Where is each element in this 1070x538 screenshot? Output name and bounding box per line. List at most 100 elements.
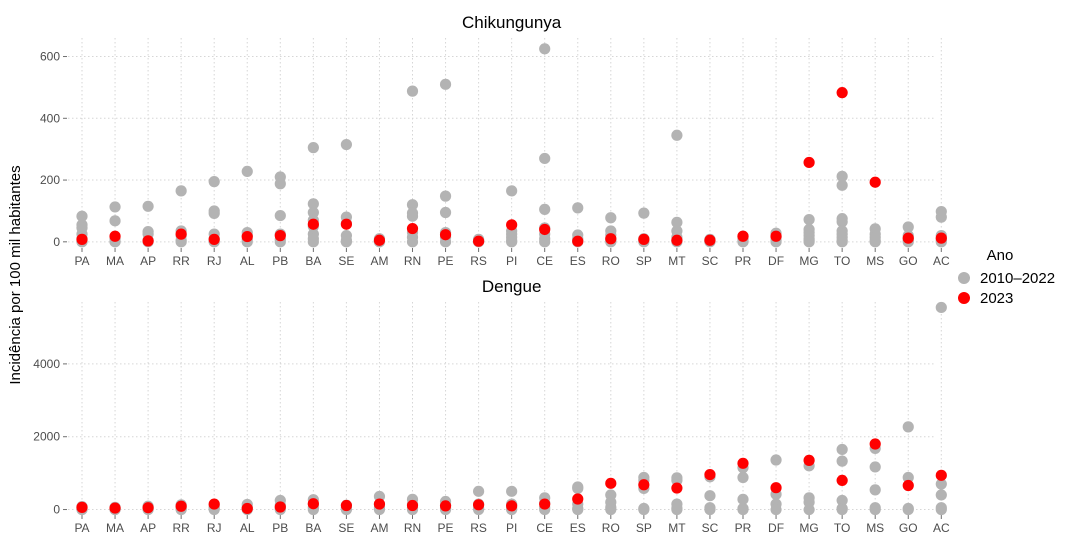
y-tick-label: 2000 (33, 430, 60, 444)
y-tick-label: 600 (40, 50, 60, 64)
data-point (572, 235, 584, 247)
data-point (506, 485, 518, 497)
data-point (539, 43, 551, 55)
data-point (175, 228, 187, 240)
data-point (274, 209, 286, 222)
legend-label-2023: 2023 (980, 290, 1013, 307)
y-tick-label: 0 (53, 503, 60, 517)
x-tick-label: RO (602, 521, 620, 535)
x-tick-label: MS (866, 254, 884, 268)
x-tick-label: PA (74, 521, 89, 535)
data-point (307, 198, 319, 210)
data-point (737, 493, 749, 505)
data-point (539, 498, 551, 510)
data-point (340, 499, 352, 512)
data-point (605, 477, 617, 489)
data-point (340, 218, 352, 230)
data-point (869, 503, 881, 516)
x-tick-label: BA (305, 521, 321, 535)
data-point (605, 233, 617, 245)
x-tick-label: RS (470, 521, 487, 535)
x-tick-label: AL (240, 521, 255, 535)
x-tick-label: PR (735, 521, 752, 535)
panels-layer: Chikungunya 0 200 400 600 PA MA AP RR RJ AL PB BA SE A… (33, 13, 950, 535)
data-point (572, 202, 584, 214)
data-point (671, 234, 683, 246)
data-point (241, 502, 253, 515)
data-point (935, 211, 947, 223)
data-point (506, 219, 518, 231)
x-tick-label: TO (834, 254, 850, 268)
data-point (902, 479, 914, 492)
data-point (836, 494, 848, 507)
x-tick-label: ES (570, 254, 586, 268)
data-point (439, 190, 452, 202)
data-point (902, 471, 914, 484)
x-tick-label: RS (470, 254, 487, 268)
x-tick-label: SE (338, 254, 354, 268)
data-point (406, 236, 419, 248)
data-point (803, 236, 815, 248)
data-point (803, 503, 815, 516)
data-point (373, 498, 386, 510)
data-point (935, 469, 947, 481)
x-tick-label: MS (866, 521, 884, 535)
x-tick-label: BA (305, 254, 321, 268)
data-point (737, 471, 749, 484)
x-tick-label: MA (106, 521, 124, 535)
x-tick-label: MA (106, 254, 124, 268)
data-point (836, 236, 848, 248)
x-tick-label: MT (668, 521, 686, 535)
data-point (439, 206, 452, 219)
panel-dengue: Dengue 0 2000 4000 PA MA AP RR RJ AL PB BA SE AM RN PE R… (33, 277, 950, 535)
data-point (506, 185, 518, 197)
y-tick-label: 0 (53, 235, 60, 249)
data-point (935, 503, 947, 516)
data-point (671, 216, 683, 228)
data-point (307, 142, 319, 154)
data-point (439, 500, 452, 512)
data-point (671, 129, 683, 141)
x-tick-label: RJ (207, 254, 222, 268)
data-point (803, 156, 815, 169)
x-tick-label: PE (438, 521, 454, 535)
data-point (473, 235, 485, 247)
data-point (473, 499, 485, 511)
x-tick-label: AC (933, 254, 950, 268)
data-point (109, 502, 121, 514)
data-point (175, 185, 187, 197)
data-point (770, 482, 782, 494)
data-point (869, 484, 881, 496)
x-tick-label: GO (899, 521, 918, 535)
data-point (76, 210, 88, 222)
series-2023 (76, 438, 947, 515)
data-point (605, 503, 617, 516)
x-tick-label: AM (370, 254, 388, 268)
data-point (539, 223, 551, 236)
data-point (274, 178, 286, 190)
x-tick-label: AP (140, 254, 156, 268)
data-point (406, 199, 419, 211)
data-point (142, 200, 154, 212)
data-point (241, 165, 253, 178)
x-tick-label: SE (338, 521, 354, 535)
data-point (76, 233, 88, 245)
y-axis-title: Incidência por 100 mil habitantes (7, 165, 24, 384)
data-point (770, 503, 782, 516)
panel-title: Chikungunya (462, 13, 562, 32)
x-tick-label: RO (602, 254, 620, 268)
data-point (406, 499, 419, 512)
data-point (506, 236, 518, 248)
data-point (935, 301, 947, 314)
x-tick-label: PI (506, 521, 517, 535)
y-tick-label: 400 (40, 111, 60, 125)
data-point (935, 489, 947, 501)
x-tick-label: DF (768, 254, 784, 268)
data-point (109, 215, 121, 227)
data-point (704, 503, 716, 516)
data-point (836, 455, 848, 467)
data-point (803, 454, 815, 466)
data-point (737, 457, 749, 469)
data-point (869, 176, 881, 188)
